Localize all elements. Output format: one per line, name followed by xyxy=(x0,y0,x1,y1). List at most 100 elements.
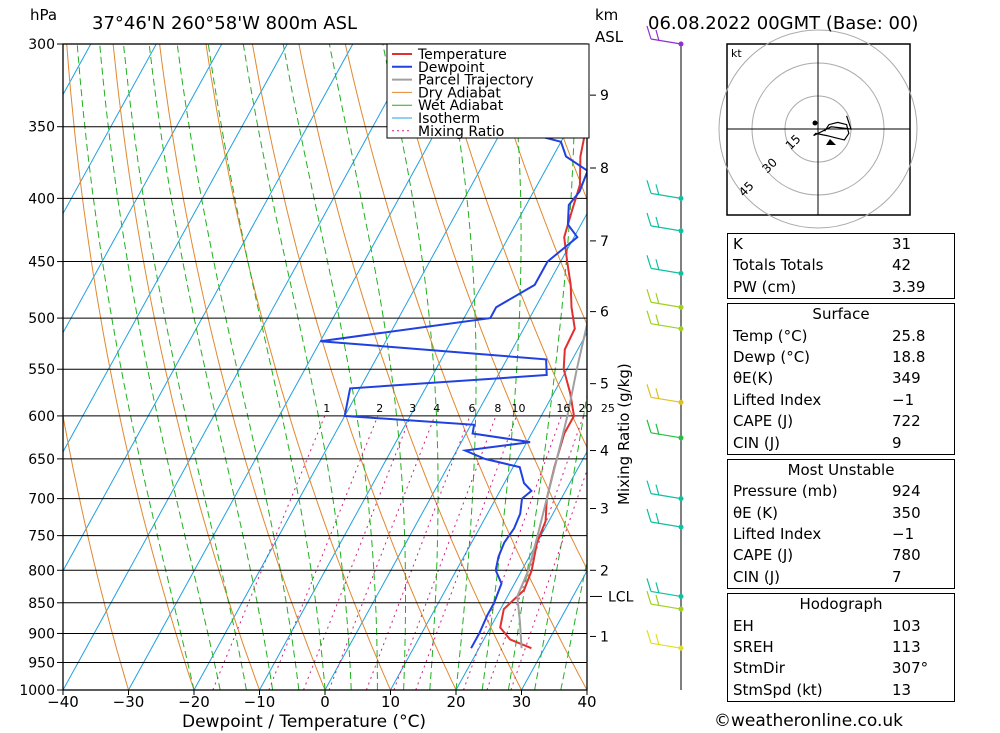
most-unstable-label: CAPE (J) xyxy=(733,546,794,565)
km-tick-label: 2 xyxy=(600,563,609,579)
dry-adiabat-line xyxy=(159,44,326,690)
most-unstable-value: 924 xyxy=(892,482,921,501)
mixing-ratio-label: 25 xyxy=(601,402,615,415)
pressure-tick-label: 750 xyxy=(28,529,55,545)
hpa-unit-label: hPa xyxy=(30,6,57,24)
most-unstable-label: θE (K) xyxy=(733,503,778,522)
most-unstable-row: Pressure (mb) 924 xyxy=(728,481,954,502)
km-tick-label: 3 xyxy=(600,501,609,517)
pressure-tick-label: 600 xyxy=(28,409,55,425)
wind-barb xyxy=(646,590,682,610)
isotherm-line xyxy=(0,44,25,690)
isotherm-line xyxy=(63,44,419,690)
legend-item-label: Temperature xyxy=(417,47,507,63)
dry-adiabat-line xyxy=(112,44,260,690)
km-tick-label: 6 xyxy=(600,305,609,321)
isotherm-line xyxy=(63,44,223,334)
index-label: PW (cm) xyxy=(733,277,797,296)
index-row: PW (cm) 3.39 xyxy=(728,277,954,298)
pressure-tick-label: 1000 xyxy=(19,683,55,699)
index-label: Totals Totals xyxy=(733,256,824,275)
datetime-title: 06.08.2022 00GMT (Base: 00) xyxy=(648,13,918,34)
temperature-tick-label: 20 xyxy=(446,693,465,711)
temperature-tick-label: 10 xyxy=(381,693,400,711)
dry-adiabat-line xyxy=(298,44,522,690)
profile-series xyxy=(320,44,587,650)
surface-value: 18.8 xyxy=(892,347,926,366)
legend-item-label: Isotherm xyxy=(418,111,480,127)
isotherm-line xyxy=(259,93,587,690)
x-axis-title: Dewpoint / Temperature (°C) xyxy=(182,712,426,732)
dry-adiabat-line xyxy=(251,44,457,690)
credit-label: ©weatheronline.co.uk xyxy=(714,711,904,731)
km-tick-label: 4 xyxy=(600,444,609,460)
hodograph-label: SREH xyxy=(733,638,774,657)
index-row: K 31 xyxy=(728,234,954,255)
dry-adiabat-line xyxy=(437,44,587,449)
wind-barb xyxy=(646,25,682,45)
wet-adiabat-line xyxy=(242,44,352,690)
wind-barb xyxy=(646,310,682,330)
mixing-ratio-line xyxy=(365,415,471,690)
isotherm-line xyxy=(128,44,485,690)
surface-row: Dewp (°C) 18.8 xyxy=(728,347,954,368)
index-label: K xyxy=(733,235,743,253)
mixing-ratio-line xyxy=(463,415,562,690)
hodograph-row: SREH 113 xyxy=(728,637,954,658)
hodograph-value: 103 xyxy=(892,616,921,635)
mixing-ratio-label: 6 xyxy=(468,402,475,415)
hodograph-label: EH xyxy=(733,616,754,635)
hodograph-row: StmSpd (kt) 13 xyxy=(728,680,954,701)
hodograph-table: Hodograph EH 103 SREH 113 StmDir 307° StmSpd (… xyxy=(727,593,955,703)
pressure-tick-label: 300 xyxy=(28,37,55,53)
km-tick-label: 7 xyxy=(600,234,609,250)
isotherm-line xyxy=(63,44,157,215)
wet-adiabat-line xyxy=(76,44,195,690)
mixing-ratio-line xyxy=(212,415,326,690)
surface-table: Surface Temp (°C) 25.8 Dewp (°C) 18.8 θE(K) 3… xyxy=(727,303,955,455)
surface-value: 349 xyxy=(892,369,921,388)
temperature-tick-label: −40 xyxy=(47,693,79,711)
hodograph-value: 113 xyxy=(892,638,921,657)
legend-item-label: Dewpoint xyxy=(418,60,485,76)
hodograph-ring xyxy=(718,29,918,229)
legend-item-label: Parcel Trajectory xyxy=(418,73,534,89)
surface-value: 722 xyxy=(892,412,921,431)
isotherm-line xyxy=(521,569,587,690)
wind-barb xyxy=(646,255,682,274)
wet-adiabat-line xyxy=(99,44,221,690)
wind-barb xyxy=(646,480,682,500)
pressure-tick-label: 450 xyxy=(28,255,55,271)
wind-barbs xyxy=(646,25,684,690)
pressure-tick-label: 700 xyxy=(28,492,55,508)
mixing-ratio-line xyxy=(510,468,587,690)
mixing-ratio-label: 3 xyxy=(409,402,416,415)
temperature-tick-label: 30 xyxy=(512,693,531,711)
hodograph-trace xyxy=(813,115,852,141)
most-unstable-row: CIN (J) 7 xyxy=(728,567,954,588)
wet-adiabat-line xyxy=(148,44,274,690)
legend-item-label: Dry Adiabat xyxy=(418,85,501,101)
surface-label: Lifted Index xyxy=(733,390,822,409)
hodograph-value: 13 xyxy=(892,680,912,699)
temperature-tick-label: 40 xyxy=(577,693,596,711)
lcl-label: LCL xyxy=(608,589,634,605)
hodograph-storm-marker xyxy=(826,139,836,145)
surface-row: CAPE (J) 722 xyxy=(728,411,954,432)
hodograph-label: StmDir xyxy=(733,659,785,678)
legend-item-label: Mixing Ratio xyxy=(418,124,504,140)
most-unstable-label: CIN (J) xyxy=(733,567,781,586)
mixing-ratio-line xyxy=(393,415,497,690)
wet-adiabat-line xyxy=(443,44,477,690)
indices-table: K 31 Totals Totals 42 PW (cm) 3.39 xyxy=(727,233,955,300)
index-value: 42 xyxy=(892,256,912,275)
most-unstable-row: Lifted Index −1 xyxy=(728,524,954,545)
wind-barb xyxy=(646,419,682,439)
wet-adiabat-line xyxy=(328,44,406,690)
most-unstable-value: 350 xyxy=(892,503,921,522)
mixing-ratio-line xyxy=(415,415,517,690)
mixing-ratio-label: 4 xyxy=(433,402,440,415)
surface-value: −1 xyxy=(892,390,915,409)
